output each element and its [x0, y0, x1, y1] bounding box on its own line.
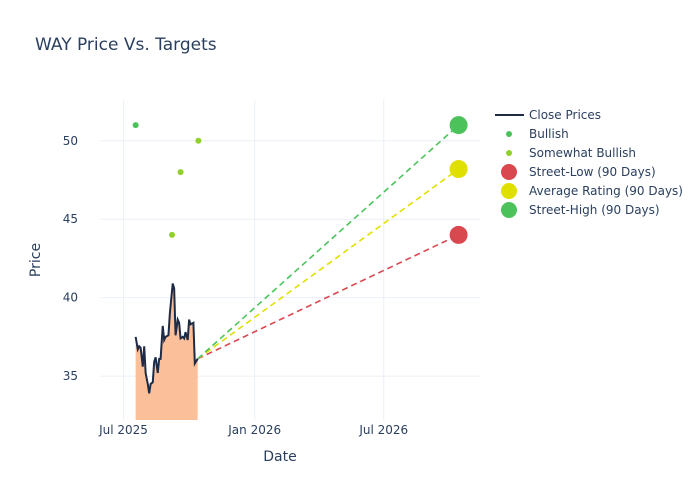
target-point: [449, 225, 468, 244]
bullish-point: [132, 122, 139, 129]
target-trend-line: [197, 234, 459, 360]
legend-swatch: [506, 131, 512, 137]
y-tick-label: 40: [63, 291, 78, 305]
x-tick-label: Jul 2025: [98, 423, 148, 437]
target-point: [449, 116, 468, 135]
legend-label: Close Prices: [529, 108, 601, 122]
y-tick-label: 45: [63, 212, 78, 226]
legend-label: Bullish: [529, 127, 569, 141]
target-trend-line: [197, 124, 460, 360]
y-axis-label: Price: [28, 243, 44, 277]
somewhat-bullish-point: [169, 231, 176, 238]
legend-swatch: [506, 150, 512, 156]
target-point: [449, 160, 468, 179]
legend-label: Somewhat Bullish: [529, 146, 636, 160]
legend-swatch: [501, 183, 517, 199]
legend-swatch: [501, 202, 517, 218]
x-axis-label: Date: [263, 449, 296, 465]
x-tick-label: Jan 2026: [227, 423, 281, 437]
legend-label: Street-Low (90 Days): [529, 165, 656, 179]
somewhat-bullish-point: [177, 169, 184, 176]
y-tick-label: 50: [63, 134, 78, 148]
somewhat-bullish-point: [195, 137, 202, 144]
target-trend-line: [197, 168, 460, 360]
legend-label: Street-High (90 Days): [529, 203, 660, 217]
x-tick-label: Jul 2026: [358, 423, 408, 437]
close-price-line: [134, 283, 199, 394]
y-tick-label: 35: [63, 369, 78, 383]
legend-label: Average Rating (90 Days): [529, 184, 683, 198]
chart-title: WAY Price Vs. Targets: [35, 35, 217, 55]
legend-swatch: [501, 164, 517, 180]
